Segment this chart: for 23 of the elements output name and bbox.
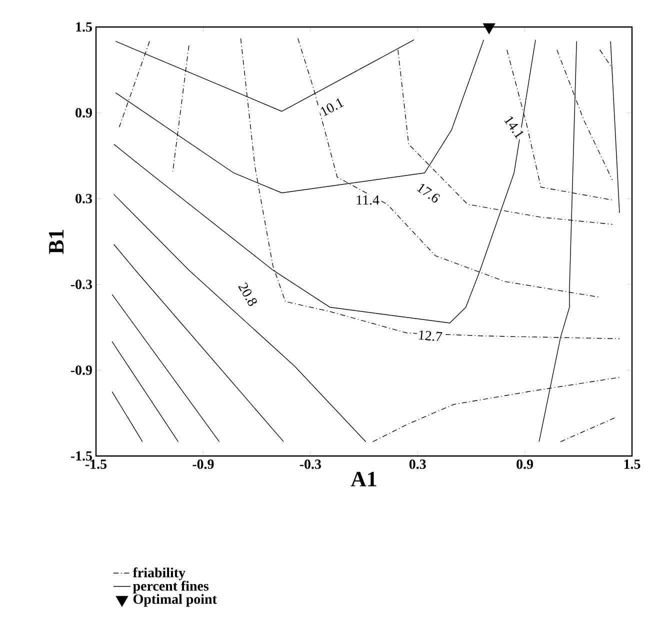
annotation: 11.4 — [356, 195, 380, 205]
y-tick-label: -1.5 — [70, 451, 92, 461]
legend-label: friability — [132, 567, 186, 580]
annotation: 12.7 — [418, 330, 442, 342]
y-axis-title: B1 — [49, 230, 64, 254]
x-tick-label: -0.3 — [300, 460, 321, 469]
y-tick-label: -0.9 — [70, 365, 92, 375]
annotation: 14.1 — [504, 116, 524, 139]
y-tick-label: 1.5 — [76, 22, 92, 32]
annotation: 17.6 — [416, 184, 440, 202]
x-tick-label: -1.5 — [85, 460, 107, 469]
x-tick-label: 0.3 — [409, 460, 426, 469]
y-tick-label: 0.9 — [76, 108, 92, 118]
y-tick-label: 0.3 — [76, 194, 92, 204]
x-axis-title: A1 — [350, 472, 376, 486]
legend-label: Optimal point — [134, 594, 217, 607]
x-tick-label: 0.9 — [516, 460, 534, 469]
annotation: 20.8 — [238, 282, 257, 306]
annotation: 10.1 — [320, 98, 344, 116]
x-tick-label: -0.9 — [192, 460, 214, 469]
y-tick-label: -0.3 — [70, 280, 92, 290]
x-tick-label: 1.5 — [624, 460, 640, 469]
legend-label: percent fines — [132, 580, 209, 594]
